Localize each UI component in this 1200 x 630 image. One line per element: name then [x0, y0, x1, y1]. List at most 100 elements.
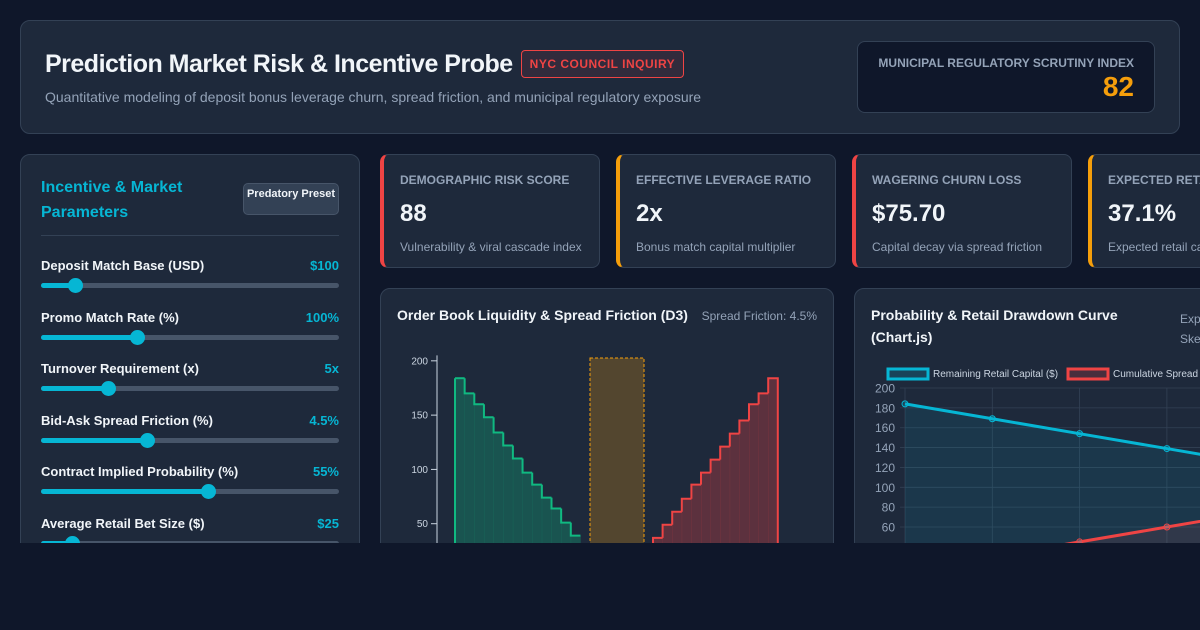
depth-step-edge	[511, 445, 523, 460]
slider-label: Promo Match Rate (%)	[41, 309, 179, 325]
y-tick-label: 200	[875, 382, 895, 396]
depth-step-edge	[738, 419, 749, 434]
header-badge: NYC COUNCIL INQUIRY	[520, 50, 685, 78]
line	[904, 402, 1200, 456]
depth-step-edge	[700, 471, 711, 485]
kpi-card: EXPECTED RETA 37.1% Expected retail ca	[1088, 154, 1200, 268]
y-tick-label: 40	[882, 540, 896, 543]
chart-subtitle: Exp Ske	[1180, 309, 1200, 349]
slider-fill	[41, 541, 72, 543]
depth-step-edge	[767, 377, 779, 543]
kpi-note: Vulnerability & viral cascade index	[400, 240, 582, 254]
slider-thumb[interactable]	[201, 484, 217, 500]
slider-thumb[interactable]	[140, 432, 156, 448]
depth-step-edge	[531, 472, 542, 486]
slider-thumb[interactable]	[101, 381, 117, 397]
slider-thumb[interactable]	[64, 536, 80, 543]
slider-fill	[41, 386, 109, 392]
depth-step	[570, 535, 581, 543]
slider-value: $100	[310, 258, 339, 273]
y-tick-label: 50	[417, 519, 429, 530]
depth-step	[729, 433, 740, 543]
kpi-label: EFFECTIVE LEVERAGE RATIO	[636, 173, 812, 187]
slider-value: 5x	[324, 361, 339, 377]
slider-track[interactable]	[41, 278, 339, 293]
params-panel: Incentive & Market Parameters Predatory …	[20, 154, 360, 543]
depth-step	[739, 420, 750, 543]
legend-swatch	[886, 367, 930, 381]
depth-step	[720, 446, 731, 543]
slider-label: Deposit Match Base (USD)	[41, 258, 205, 273]
slider-label: Contract Implied Probability (%)	[41, 464, 239, 480]
depth-step-edge	[502, 432, 513, 447]
depth-step	[474, 404, 485, 543]
depth-step	[653, 537, 663, 543]
depth-step-edge	[728, 432, 740, 447]
depth-step	[672, 511, 683, 543]
slider-track[interactable]	[41, 329, 339, 345]
kpi-note: Expected retail ca	[1108, 240, 1200, 254]
depth-step	[561, 522, 572, 543]
depth-step	[749, 404, 759, 543]
depth-step	[662, 524, 673, 543]
y-tick-label: 60	[882, 521, 896, 535]
chart-subtitle: Spread Friction: 4.5%	[701, 309, 817, 323]
slider-thumb[interactable]	[130, 329, 146, 345]
header-subtitle: Quantitative modeling of deposit bonus l…	[45, 89, 702, 105]
y-tick-label: 150	[411, 411, 428, 422]
index-label: MUNICIPAL REGULATORY SCRUTINY INDEX	[878, 56, 1134, 70]
kpi-note: Bonus match capital multiplier	[636, 240, 796, 254]
spread-band	[589, 357, 645, 543]
kpi-card: WAGERING CHURN LOSS $75.70 Capital decay v…	[852, 154, 1072, 268]
y-tick-label: 180	[875, 401, 895, 415]
depth-step	[768, 378, 779, 543]
depth-step-edge	[550, 497, 562, 510]
kpi-value: 2x	[636, 200, 663, 227]
header-card: Prediction Market Risk & Incentive Probe…	[20, 20, 1180, 134]
depth-step-edge	[482, 404, 494, 419]
kpi-card: EFFECTIVE LEVERAGE RATIO 2x Bonus match ca…	[616, 154, 836, 268]
slider-label: Average Retail Bet Size ($)	[41, 516, 205, 531]
depth-step-edge	[492, 417, 504, 434]
slider-track[interactable]	[41, 484, 339, 500]
depth-step	[701, 472, 711, 543]
kpi-label: EXPECTED RETA	[1108, 173, 1200, 187]
kpi-label: WAGERING CHURN LOSS	[872, 173, 1022, 187]
slider-track[interactable]	[41, 536, 339, 543]
depth-step-edge	[709, 458, 721, 473]
depth-step	[522, 472, 533, 543]
drawdown-panel: Probability & Retail Drawdown Curve (Cha…	[854, 288, 1200, 543]
preset-button[interactable]: Predatory Preset	[243, 183, 339, 215]
subtitle-line: Exp	[1180, 312, 1200, 326]
point	[1076, 430, 1084, 438]
slider-track[interactable]	[41, 381, 339, 397]
slider-fill	[41, 437, 148, 443]
slider-track[interactable]	[41, 432, 339, 448]
slider-thumb[interactable]	[67, 278, 83, 293]
chart-title: Order Book Liquidity & Spread Friction (…	[397, 307, 688, 323]
slider-fill	[41, 334, 138, 340]
index-value: 82	[1102, 71, 1134, 102]
depth-step-edge	[680, 497, 692, 512]
kpi-value: 37.1%	[1108, 200, 1177, 227]
depth-step-edge	[463, 378, 475, 395]
depth-step	[464, 393, 475, 543]
depth-step-edge	[719, 445, 730, 460]
slider-value: 4.5%	[309, 412, 339, 428]
y-tick-label: 160	[875, 421, 895, 435]
viewport: Prediction Market Risk & Incentive Probe…	[20, 20, 1200, 543]
legend-swatch	[1066, 367, 1110, 381]
depth-step	[532, 484, 543, 543]
header-title: Prediction Market Risk & Incentive Probe	[45, 50, 513, 78]
slider-value: 100%	[305, 309, 339, 325]
orderbook-chart: 50 100 150 200	[411, 355, 779, 543]
slider-value: $25	[317, 516, 339, 531]
slider-value: 55%	[312, 464, 339, 480]
subtitle-line: Ske	[1180, 332, 1200, 346]
legend-label: Remaining Retail Capital ($)	[933, 369, 1058, 380]
kpi-label: DEMOGRAPHIC RISK SCORE	[400, 173, 570, 187]
y-tick-label: 100	[411, 465, 428, 476]
